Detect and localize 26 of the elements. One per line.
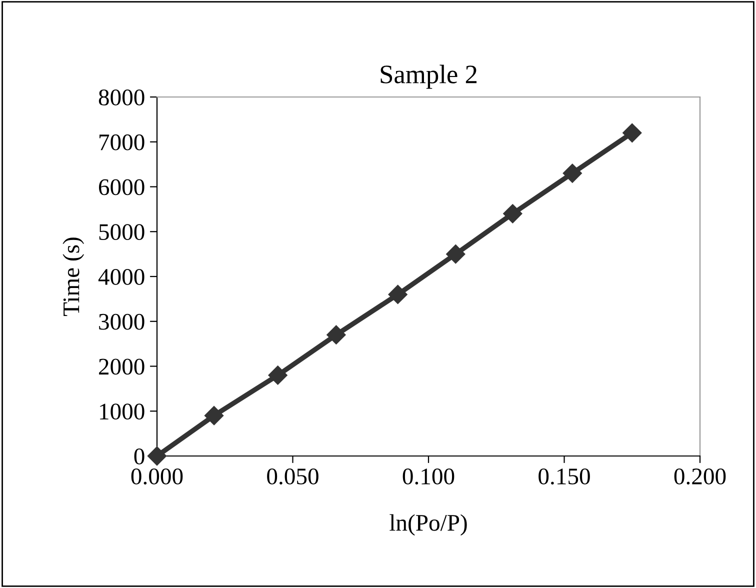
x-tick-label: 0.100 — [402, 468, 454, 485]
point — [562, 164, 582, 183]
x-axis-title: ln(Po/P) — [390, 514, 467, 536]
x-tick-label: 0.200 — [674, 468, 726, 485]
y-axis-title: Time (s) — [62, 238, 84, 316]
y-tick-label: 0 — [134, 448, 144, 464]
y-tick-label: 1000 — [100, 404, 144, 420]
point — [204, 406, 224, 426]
point — [388, 284, 408, 304]
point — [147, 446, 167, 466]
x-tick-label: 0.050 — [267, 468, 318, 485]
point — [268, 366, 288, 385]
y-tick-label: 2000 — [99, 358, 144, 375]
y-tick-label: 4000 — [98, 268, 144, 285]
y-tick-label: 5000 — [99, 224, 144, 240]
y-tick-label: 3000 — [99, 314, 144, 330]
y-tick-label: 7000 — [100, 134, 144, 150]
point — [446, 244, 466, 264]
point — [503, 204, 522, 224]
x-tick-label: 0.150 — [538, 468, 590, 485]
y-tick-label: 8000 — [98, 89, 144, 106]
point — [622, 123, 642, 142]
chart-title: Sample 2 — [380, 64, 477, 89]
point — [326, 325, 346, 344]
y-tick-label: 6000 — [98, 179, 144, 196]
x-tick-label: 0.000 — [131, 468, 183, 485]
